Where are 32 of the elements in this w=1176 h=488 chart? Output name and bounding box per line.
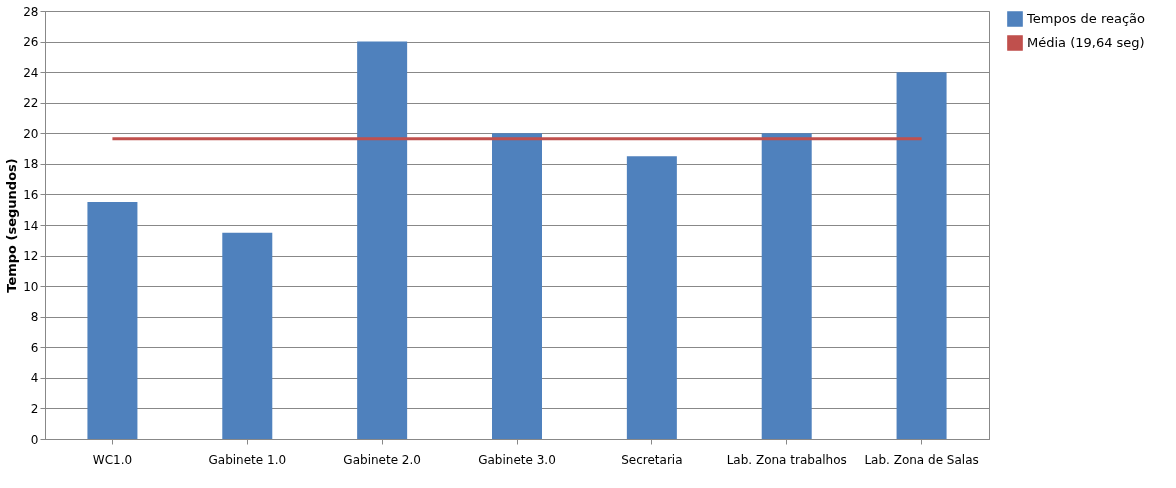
y-axis-title: Tempo (segundos)	[4, 158, 20, 293]
bar	[896, 72, 947, 439]
y-tick-label: 18	[23, 157, 39, 172]
bar	[87, 202, 138, 439]
y-tick-label: 4	[30, 371, 39, 386]
y-tick-label: 8	[30, 310, 39, 325]
y-tick-label: 24	[23, 65, 39, 80]
y-tick-label: 16	[23, 187, 39, 202]
y-tick-label: 28	[23, 4, 39, 19]
x-tick-label: Secretaria	[621, 452, 683, 467]
x-tick-label: Gabinete 2.0	[343, 452, 421, 467]
x-tick-label: Gabinete 1.0	[208, 452, 287, 467]
x-tick-label: WC1.0	[92, 452, 133, 467]
y-tick-label: 26	[23, 35, 39, 50]
y-tick-label: 2	[30, 401, 39, 416]
y-tick-label: 10	[23, 279, 39, 294]
bar	[761, 133, 812, 439]
y-tick-label: 14	[23, 218, 39, 233]
legend-label: Tempos de reação	[1026, 11, 1146, 26]
bar	[357, 41, 408, 439]
y-tick-label: 12	[23, 249, 39, 264]
y-tick-label: 0	[30, 432, 39, 447]
y-tick-label: 22	[23, 96, 39, 111]
bar	[222, 232, 273, 439]
bar	[492, 133, 542, 439]
x-tick-label: Lab. Zona trabalhos	[726, 452, 847, 467]
x-tick-label: Lab. Zona de Salas	[864, 452, 979, 467]
bar	[626, 156, 677, 439]
x-tick-label: Gabinete 3.0	[478, 452, 556, 467]
legend-label: Média (19,64 seg)	[1027, 35, 1145, 50]
y-tick-label: 20	[23, 126, 39, 141]
y-tick-label: 6	[30, 340, 39, 355]
